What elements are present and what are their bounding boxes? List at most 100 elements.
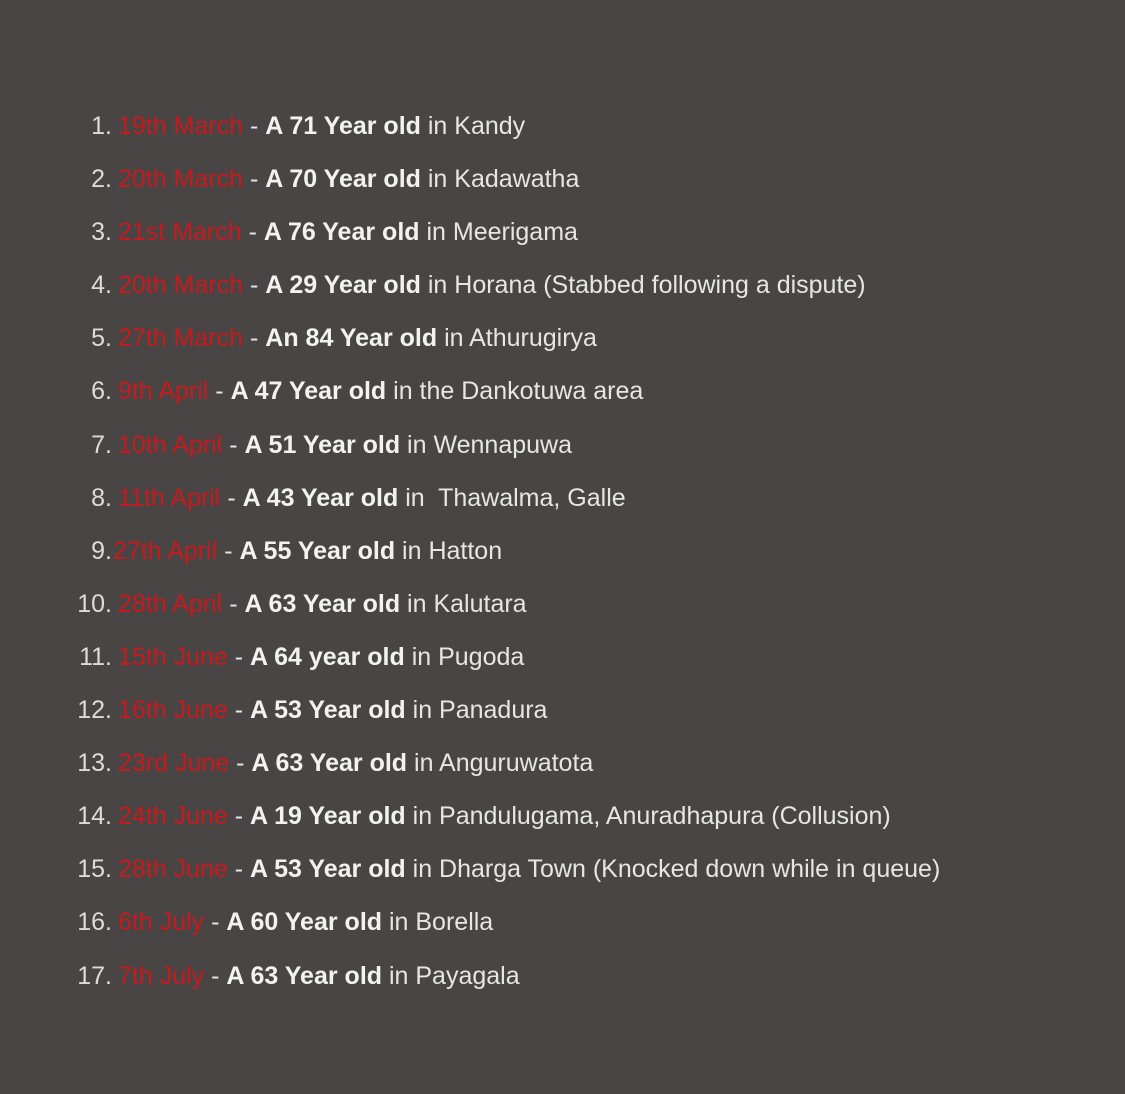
item-age: A 51 Year old	[244, 430, 401, 459]
list-item: 5. 27th March - An 84 Year old in Athuru…	[0, 312, 1125, 365]
item-separator: -	[227, 802, 251, 831]
item-separator: -	[243, 324, 266, 353]
item-separator: -	[204, 961, 227, 990]
item-separator: -	[243, 112, 266, 140]
item-date: 16th June	[118, 696, 228, 725]
item-number: 9.	[91, 536, 112, 565]
item-content: 11th April - A 43 Year old in Thawalma, …	[118, 472, 626, 525]
item-separator: -	[222, 430, 245, 459]
item-content: 21st March - A 76 Year old in Meerigama	[118, 206, 578, 259]
item-date: 21st March	[118, 218, 242, 247]
item-date: 20th March	[118, 271, 244, 300]
item-location: in Kandy	[420, 112, 526, 140]
item-location: in Dharga Town (Knocked down while in qu…	[405, 855, 941, 884]
list-item: 3. 21st March - A 76 Year old in Meeriga…	[0, 206, 1125, 259]
item-number: 3.	[91, 218, 112, 247]
item-content: 24th June - A 19 Year old in Pandulugama…	[118, 790, 891, 843]
item-location: in Horana (Stabbed following a dispute)	[420, 271, 866, 300]
list-item: 2. 20th March - A 70 Year old in Kadawat…	[0, 153, 1125, 206]
item-location: in Athurugirya	[437, 324, 597, 353]
list-item: 11. 15th June - A 64 year old in Pugoda	[0, 631, 1125, 684]
list-item: 17. 7th July - A 63 Year old in Payagala	[0, 950, 1125, 1003]
list-item: 7. 10th April - A 51 Year old in Wennapu…	[0, 419, 1125, 472]
item-date: 7th July	[118, 961, 205, 990]
item-number: 10.	[77, 589, 112, 618]
item-date: 15th June	[118, 642, 228, 671]
item-date: 10th April	[118, 430, 223, 459]
list-item: 8. 11th April - A 43 Year old in Thawalm…	[0, 472, 1125, 525]
item-separator: -	[227, 855, 251, 884]
item-age: A 47 Year old	[230, 377, 387, 406]
item-location: in Payagala	[382, 961, 520, 990]
item-content: 20th March - A 29 Year old in Horana (St…	[118, 259, 866, 312]
list-item: 10. 28th April - A 63 Year old in Kaluta…	[0, 578, 1125, 631]
list-item: 12. 16th June - A 53 Year old in Panadur…	[0, 684, 1125, 737]
item-content: 27th April - A 55 Year old in Hatton	[113, 525, 502, 578]
item-separator: -	[241, 218, 264, 247]
item-date: 20th March	[118, 165, 244, 194]
item-location: in Panadura	[405, 696, 548, 725]
item-number: 8.	[91, 483, 112, 512]
item-date: 23rd June	[118, 749, 230, 778]
item-location: in Meerigama	[419, 218, 578, 247]
item-number: 16.	[77, 908, 112, 937]
item-content: 10th April - A 51 Year old in Wennapuwa	[118, 419, 572, 472]
item-number: 1.	[91, 112, 112, 140]
item-age: A 76 Year old	[263, 218, 420, 247]
item-number: 5.	[91, 324, 112, 353]
item-number: 13.	[77, 749, 112, 778]
item-number: 4.	[91, 271, 112, 300]
item-age: An 84 Year old	[265, 324, 438, 353]
item-age: A 19 Year old	[250, 802, 406, 831]
item-age: A 43 Year old	[242, 483, 399, 512]
item-location: in Pandulugama, Anuradhapura (Collusion)	[405, 802, 891, 831]
item-content: 23rd June - A 63 Year old in Anguruwatot…	[118, 737, 593, 790]
item-separator: -	[208, 377, 231, 406]
list-item: 16. 6th July - A 60 Year old in Borella	[0, 896, 1125, 949]
item-location: in Borella	[382, 908, 494, 937]
item-date: 27th April	[113, 536, 218, 565]
item-separator: -	[220, 483, 243, 512]
item-age: A 29 Year old	[265, 271, 421, 300]
item-content: 16th June - A 53 Year old in Panadura	[118, 684, 547, 737]
item-age: A 60 Year old	[226, 908, 383, 937]
item-location: in Anguruwatota	[407, 749, 594, 778]
item-location: in Pugoda	[404, 642, 525, 671]
item-separator: -	[243, 165, 266, 194]
item-separator: -	[217, 536, 240, 565]
item-content: 19th March - A 71 Year old in Kandy	[118, 100, 525, 153]
item-age: A 63 Year old	[226, 961, 383, 990]
item-age: A 63 Year old	[244, 589, 401, 618]
item-location: in Thawalma, Galle	[398, 483, 626, 512]
item-location: in Hatton	[395, 536, 503, 565]
item-age: A 64 year old	[250, 642, 405, 671]
item-age: A 53 Year old	[250, 696, 406, 725]
item-location: in Kalutara	[400, 589, 527, 618]
item-content: 9th April - A 47 Year old in the Dankotu…	[118, 365, 643, 418]
item-date: 19th March	[118, 112, 244, 140]
item-number: 17.	[77, 961, 112, 990]
item-age: A 53 Year old	[250, 855, 406, 884]
item-number: 6.	[91, 377, 112, 406]
list-item: 9. 27th April - A 55 Year old in Hatton	[0, 525, 1125, 578]
item-date: 11th April	[118, 483, 221, 512]
item-date: 28th June	[118, 855, 228, 884]
item-age: A 71 Year old	[265, 112, 421, 140]
item-location: in Kadawatha	[420, 165, 580, 194]
item-content: 28th April - A 63 Year old in Kalutara	[118, 578, 527, 631]
item-number: 15.	[77, 855, 112, 884]
item-separator: -	[227, 642, 251, 671]
item-content: 27th March - An 84 Year old in Athurugir…	[118, 312, 597, 365]
item-date: 6th July	[118, 908, 205, 937]
item-number: 14.	[77, 802, 112, 831]
item-separator: -	[227, 696, 251, 725]
item-number: 2.	[91, 165, 112, 194]
item-location: in Wennapuwa	[400, 430, 572, 459]
item-age: A 55 Year old	[239, 536, 396, 565]
item-separator: -	[229, 749, 252, 778]
list-item: 1. 19th March - A 71 Year old in Kandy	[0, 100, 1125, 153]
list-item: 13. 23rd June - A 63 Year old in Anguruw…	[0, 737, 1125, 790]
item-content: 6th July - A 60 Year old in Borella	[118, 896, 493, 949]
item-separator: -	[222, 589, 245, 618]
item-date: 9th April	[118, 377, 209, 406]
